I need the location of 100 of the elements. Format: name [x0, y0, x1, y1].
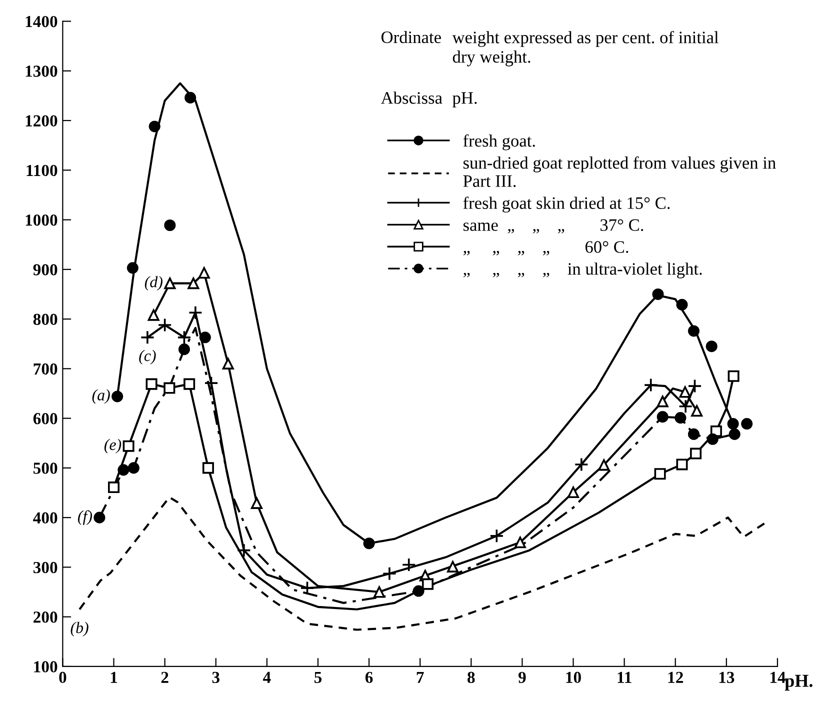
point [300, 580, 314, 596]
legend-label: same „ „ „ 37° C. [463, 219, 644, 234]
point [652, 288, 664, 300]
point [676, 458, 688, 470]
point [691, 405, 703, 417]
point [706, 340, 718, 352]
y-tick-label: 200 [34, 612, 58, 623]
point [178, 344, 190, 356]
y-tick-label: 1300 [26, 66, 58, 77]
point [222, 358, 234, 370]
point [688, 378, 702, 394]
y-tick-label: 1000 [26, 214, 58, 226]
point [674, 412, 686, 424]
annotation: (e) [104, 438, 122, 454]
point [204, 376, 218, 390]
x-tick-label: 3 [212, 672, 220, 684]
point [447, 560, 459, 572]
legend-label: fresh goat skin dried at 15° C. [463, 196, 670, 213]
point [164, 382, 176, 394]
y-tick-label: 900 [33, 264, 58, 276]
point [490, 528, 504, 544]
point [706, 433, 718, 445]
point [199, 332, 211, 344]
point [574, 457, 589, 472]
point [688, 325, 700, 337]
point [690, 448, 702, 460]
x-tick-label: 6 [365, 672, 373, 684]
point [236, 543, 252, 558]
annotation: (b) [70, 622, 88, 636]
point [728, 370, 740, 382]
annotation: Ordinate [381, 30, 441, 44]
x-tick-label: 13 [719, 672, 734, 684]
x-axis-title: pH. [784, 674, 812, 691]
point [676, 298, 688, 310]
x-tick-label: 2 [161, 672, 168, 683]
point [164, 219, 176, 232]
point [678, 399, 693, 414]
point [198, 267, 210, 279]
legend-label: sun-dried goat replotted from values given in Part III. [463, 156, 776, 188]
x-tick-label: 5 [314, 672, 322, 684]
y-tick-label: 100 [34, 661, 58, 672]
annotation: weight expressed as per cent. of initial dry weight. [452, 30, 719, 66]
x-tick-label: 11 [618, 672, 632, 683]
legend-label: „ „ „ „ 60° C. [463, 241, 628, 256]
point [128, 462, 140, 474]
point [202, 462, 214, 474]
point [184, 378, 196, 390]
point [158, 318, 172, 332]
point [94, 512, 106, 524]
x-tick-label: 14 [770, 672, 786, 683]
point [567, 486, 580, 498]
point [654, 468, 666, 480]
x-tick-label: 10 [566, 672, 581, 684]
point [148, 120, 160, 132]
y-tick-label: 1200 [26, 115, 58, 126]
annotation: (a) [92, 389, 110, 404]
point [188, 278, 200, 290]
point [148, 309, 160, 321]
y-tick-label: 500 [34, 462, 58, 474]
point [250, 497, 262, 509]
point [382, 566, 397, 581]
point [373, 586, 386, 598]
annotation: pH. [452, 92, 477, 108]
point [741, 418, 753, 430]
point [656, 396, 668, 408]
point [412, 585, 424, 597]
x-tick-label: 0 [59, 672, 66, 684]
x-tick-label: 1 [110, 672, 118, 683]
x-tick-label: 8 [468, 672, 475, 684]
point [146, 378, 158, 390]
point [164, 278, 176, 290]
annotation: (c) [139, 350, 156, 364]
y-tick-label: 600 [33, 413, 58, 424]
annotation: (f) [78, 510, 92, 525]
point [112, 390, 124, 402]
x-tick-label: 7 [416, 672, 424, 683]
point [656, 411, 668, 423]
point [727, 418, 739, 430]
point [126, 262, 138, 274]
point [514, 536, 526, 548]
y-tick-label: 700 [34, 363, 58, 375]
point [688, 428, 700, 440]
y-tick-label: 300 [33, 562, 58, 574]
point [184, 92, 196, 104]
x-tick-label: 9 [518, 672, 526, 684]
point [402, 558, 416, 572]
point [188, 305, 203, 320]
point [363, 538, 375, 550]
point [598, 459, 610, 471]
annotation: (d) [144, 276, 162, 291]
point [679, 386, 691, 398]
point [118, 464, 130, 476]
point [108, 482, 120, 494]
y-tick-label: 1100 [26, 164, 58, 176]
point [644, 378, 658, 392]
point [728, 428, 740, 440]
y-tick-label: 1400 [26, 16, 58, 28]
annotation: Abscissa [380, 92, 442, 104]
y-tick-label: 800 [33, 314, 58, 325]
legend-label: „ „ „ „ in ultra-violet light. [463, 262, 702, 278]
